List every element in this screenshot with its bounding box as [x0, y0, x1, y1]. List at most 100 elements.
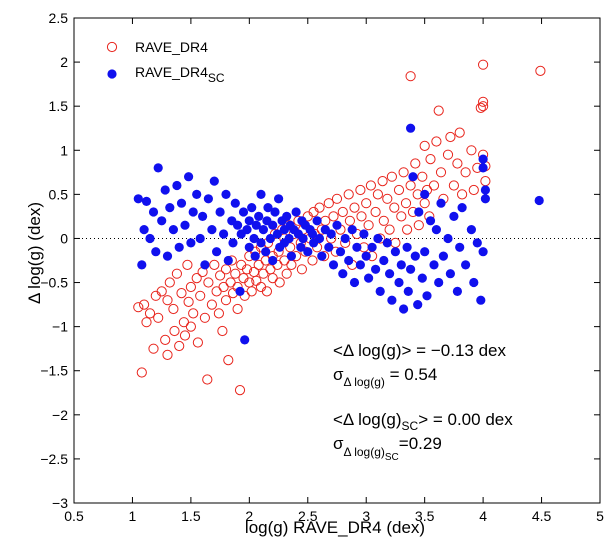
dr4-sc-point [364, 273, 374, 283]
dr4-sc-point [420, 189, 430, 199]
dr4-sc-point [382, 238, 392, 248]
dr4-sc-point [455, 242, 465, 252]
dr4-sc-point [434, 277, 444, 288]
dr4-sc-point [254, 211, 264, 221]
dr4-point [176, 288, 187, 299]
dr4-sc-point [307, 229, 318, 239]
dr4-sc-point [438, 251, 448, 261]
dr4-sc-point [328, 260, 339, 270]
dr4-sc-point [272, 229, 282, 239]
dr4-sc-point [244, 242, 254, 252]
dr4-sc-point [238, 207, 249, 217]
dr4-point [478, 96, 489, 107]
dr4-sc-point [174, 242, 184, 252]
dr4-point [378, 215, 389, 226]
legend-label-rave-dr4-sc: RAVE_DR4SC [135, 64, 225, 85]
dr4-sc-point [417, 273, 427, 283]
dr4-point [183, 296, 194, 307]
dr4-sc-point [476, 295, 486, 305]
sigma-sc-subscript: Δ log(g) [344, 445, 385, 459]
dr4-point [230, 268, 241, 279]
dr4-sc-point [452, 286, 462, 296]
dr4-point [393, 184, 405, 196]
dr4-sc-point [176, 198, 187, 208]
dr4-sc-point [256, 189, 266, 199]
y-tick-label: −3 [52, 495, 68, 511]
dr4-sc-point [406, 264, 416, 274]
dr4-sc-point [326, 229, 336, 239]
sigma-dr4-subscript: Δ log(g) [344, 375, 385, 389]
dr4-point [365, 180, 376, 191]
dr4-sc-point [148, 207, 159, 217]
dr4-point [133, 302, 144, 313]
dr4-sc-point [291, 207, 301, 217]
dr4-point [209, 259, 220, 270]
dr4-point [162, 349, 173, 360]
y-tick-label: 1.5 [49, 98, 69, 114]
dr4-point [307, 255, 318, 266]
dr4-sc-point [151, 247, 161, 257]
dr4-point [185, 281, 196, 293]
statistics-annotations: <Δ log(g)> = −0.13 dex σΔ log(g) = 0.54 … [333, 341, 513, 463]
dr4-point [419, 140, 430, 151]
dr4-point [433, 105, 444, 116]
plot-area [73, 17, 601, 504]
dr4-sc-point [153, 163, 163, 173]
dr4-sc-point [192, 189, 202, 199]
dr4-point [428, 180, 440, 191]
dr4-sc-point [443, 233, 453, 244]
dr4-sc-point [429, 260, 439, 270]
mean-dr4-annotation: <Δ log(g)> = −0.13 dex [333, 341, 506, 360]
sigma-sc-symbol: σ [333, 434, 344, 453]
dr4-sc-point [233, 220, 243, 230]
y-tick-label: 2.5 [49, 10, 69, 26]
y-tick-label: 0 [60, 230, 68, 246]
dr4-point [478, 101, 489, 112]
points-layer [133, 59, 546, 396]
dr4-sc-point [413, 300, 423, 310]
dr4-point [225, 277, 236, 288]
dr4-sc-point [160, 185, 170, 195]
x-tick-label: 5 [596, 508, 604, 524]
y-axis-ticks: 2.5 2 1.5 1 0.5 0 −0.5 −1 −1.5 −2 −2.5 −3 [40, 10, 600, 511]
dr4-point [234, 385, 246, 396]
legend-marker-rave-dr4 [106, 41, 118, 53]
dr4-sc-point [312, 216, 322, 226]
dr4-sc-point [298, 233, 308, 244]
dr4-sc-point [352, 242, 362, 252]
dr4-point [141, 317, 152, 328]
y-tick-label: −0.5 [40, 275, 68, 291]
dr4-sc-point [534, 195, 544, 206]
dr4-point [382, 193, 393, 204]
dr4-point [213, 308, 224, 319]
dr4-point [136, 367, 147, 378]
dr4-sc-point [282, 211, 292, 221]
dr4-point [202, 374, 213, 385]
dr4-sc-point [141, 196, 152, 206]
dr4-point [160, 334, 171, 345]
y-tick-label: −1.5 [40, 363, 68, 379]
dr4-sc-point [445, 269, 455, 279]
dr4-point [168, 303, 179, 315]
dr4-sc-point [396, 260, 406, 270]
sigma-sc-value: =0.29 [399, 434, 442, 453]
dr4-point [192, 337, 203, 348]
dr4-sc-point [249, 233, 259, 244]
dr4-point [296, 264, 307, 275]
dr4-sc-point [195, 233, 205, 244]
plot-frame [73, 17, 601, 504]
dr4-point [396, 211, 407, 222]
dr4-point [417, 171, 428, 182]
dr4-sc-point [207, 225, 217, 235]
mean-sc-prefix: <Δ log(g) [333, 410, 402, 429]
dr4-sc-point [256, 238, 266, 248]
x-tick-label: 2.5 [298, 508, 318, 524]
legend-label-rave-dr4-sc-text: RAVE_DR4 [135, 64, 208, 80]
dr4-sc-point [188, 207, 198, 217]
dr4-sc-point [157, 216, 167, 226]
dr4-point [435, 167, 447, 178]
dr4-sc-point [198, 211, 208, 221]
dr4-sc-point [472, 238, 482, 248]
